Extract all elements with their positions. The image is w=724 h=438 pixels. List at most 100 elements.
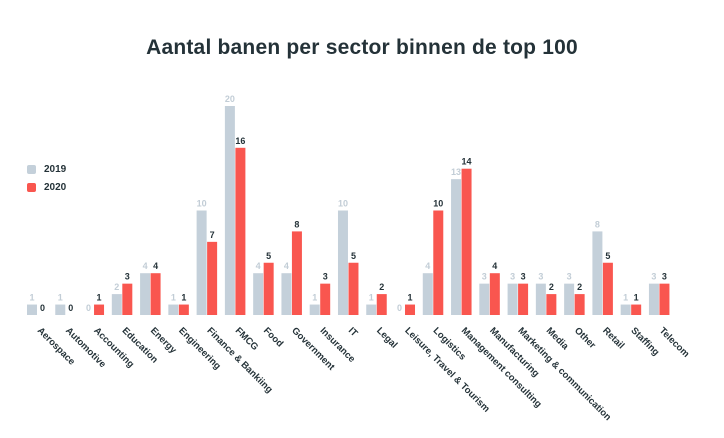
data-label-2020-fmcg: 16	[235, 136, 245, 146]
bar-2019-telecom	[648, 283, 659, 315]
data-label-2019-finance-bankiing: 10	[197, 199, 207, 209]
data-label-2019-logistics: 4	[425, 261, 430, 271]
legend-label-2020: 2020	[44, 181, 67, 193]
data-label-2020-media: 2	[549, 282, 554, 292]
bar-2020-media	[546, 294, 557, 315]
bar-2019-automotive	[55, 304, 66, 315]
bar-2019-engineering	[168, 304, 179, 315]
bar-2019-other	[564, 283, 575, 315]
legend-label-2019: 2019	[44, 163, 67, 175]
bar-2020-staffing	[631, 304, 642, 315]
bar-2020-management-consulting	[461, 168, 472, 315]
data-label-2019-aerospace: 1	[29, 293, 34, 303]
data-label-2019-marketing-communication: 3	[510, 272, 515, 282]
bar-2019-staffing	[620, 304, 631, 315]
data-label-2020-staffing: 1	[634, 293, 639, 303]
category-label-it: IT	[346, 325, 360, 339]
data-label-2019-energy: 4	[143, 261, 148, 271]
bar-2020-accounting	[94, 304, 105, 315]
data-label-2020-finance-bankiing: 7	[210, 230, 215, 240]
bar-2019-insurance	[309, 304, 320, 315]
data-label-2019-management-consulting: 13	[451, 167, 461, 177]
bar-2020-logistics	[433, 210, 444, 315]
bar-2019-retail	[592, 231, 603, 315]
data-label-2019-government: 4	[284, 261, 289, 271]
data-label-2019-staffing: 1	[623, 293, 628, 303]
bar-2020-manufacturing	[489, 273, 500, 315]
bar-2019-government	[281, 273, 292, 315]
data-label-2019-retail: 8	[595, 219, 600, 229]
bar-2020-telecom	[659, 283, 670, 315]
category-label-retail: Retail	[600, 325, 626, 351]
category-label-food: Food	[261, 325, 285, 349]
data-label-2020-automotive: 0	[68, 303, 73, 313]
data-label-2020-aerospace: 0	[40, 303, 45, 313]
data-label-2020-education: 3	[125, 272, 130, 282]
data-label-2019-automotive: 1	[58, 293, 63, 303]
bar-2020-other	[574, 294, 585, 315]
data-label-2020-energy: 4	[153, 261, 158, 271]
data-label-2019-engineering: 1	[171, 293, 176, 303]
data-label-2019-insurance: 1	[312, 293, 317, 303]
bar-2019-finance-bankiing	[196, 210, 207, 315]
bar-2019-media	[535, 283, 546, 315]
data-label-2019-education: 2	[114, 282, 119, 292]
bar-2020-energy	[150, 273, 161, 315]
data-label-2020-government: 8	[294, 219, 299, 229]
bar-2020-retail	[602, 262, 613, 315]
data-label-2020-engineering: 1	[181, 293, 186, 303]
bar-2019-it	[337, 210, 348, 315]
data-label-2020-leisure-travel-tourism: 1	[408, 293, 413, 303]
legend-swatch-2019	[27, 164, 36, 174]
category-label-telecom: Telecom	[657, 325, 692, 360]
data-label-2019-media: 3	[538, 272, 543, 282]
data-label-2019-leisure-travel-tourism: 0	[397, 303, 402, 313]
data-label-2020-food: 5	[266, 251, 271, 261]
data-label-2020-legal: 2	[379, 282, 384, 292]
category-label-legal: Legal	[374, 325, 399, 350]
bar-2019-marketing-communication	[507, 283, 518, 315]
data-label-2020-telecom: 3	[662, 272, 667, 282]
data-label-2019-legal: 1	[369, 293, 374, 303]
data-label-2019-fmcg: 20	[225, 94, 235, 104]
data-label-2019-accounting: 0	[86, 303, 91, 313]
data-label-2020-management-consulting: 14	[462, 157, 472, 167]
bar-2020-leisure-travel-tourism	[405, 304, 416, 315]
category-label-manufacturing: Manufacturing	[487, 325, 541, 379]
data-label-2019-manufacturing: 3	[482, 272, 487, 282]
bar-2020-fmcg	[235, 147, 246, 315]
legend-swatch-2020	[27, 182, 36, 192]
bar-2019-manufacturing	[479, 283, 490, 315]
bar-2020-food	[263, 262, 274, 315]
bar-2019-aerospace	[27, 304, 37, 315]
data-label-2020-logistics: 10	[433, 199, 443, 209]
category-label-other: Other	[572, 325, 598, 351]
bar-2019-energy	[140, 273, 151, 315]
bar-2020-legal	[376, 294, 387, 315]
bar-2019-management-consulting	[451, 179, 462, 315]
data-label-2020-it: 5	[351, 251, 356, 261]
data-label-2020-marketing-communication: 3	[521, 272, 526, 282]
data-label-2019-food: 4	[256, 261, 261, 271]
bar-2020-finance-bankiing	[207, 241, 218, 315]
data-label-2020-insurance: 3	[323, 272, 328, 282]
bar-2019-fmcg	[224, 106, 235, 315]
bar-2019-logistics	[422, 273, 433, 315]
bar-2020-education	[122, 283, 133, 315]
data-label-2019-it: 10	[338, 199, 348, 209]
bar-2020-it	[348, 262, 359, 315]
bar-2019-education	[111, 294, 122, 315]
data-label-2019-telecom: 3	[651, 272, 656, 282]
data-label-2020-manufacturing: 4	[492, 261, 497, 271]
bar-2020-insurance	[320, 283, 331, 315]
data-label-2020-accounting: 1	[97, 293, 102, 303]
category-label-staffing: Staffing	[629, 325, 662, 358]
chart-title: Aantal banen per sector binnen de top 10…	[146, 36, 578, 59]
bar-2020-marketing-communication	[518, 283, 529, 315]
data-label-2020-other: 2	[577, 282, 582, 292]
data-label-2019-other: 3	[567, 272, 572, 282]
legend-item-2019: 2019	[27, 160, 66, 178]
bar-2020-government	[291, 231, 302, 315]
bar-2019-legal	[366, 304, 377, 315]
